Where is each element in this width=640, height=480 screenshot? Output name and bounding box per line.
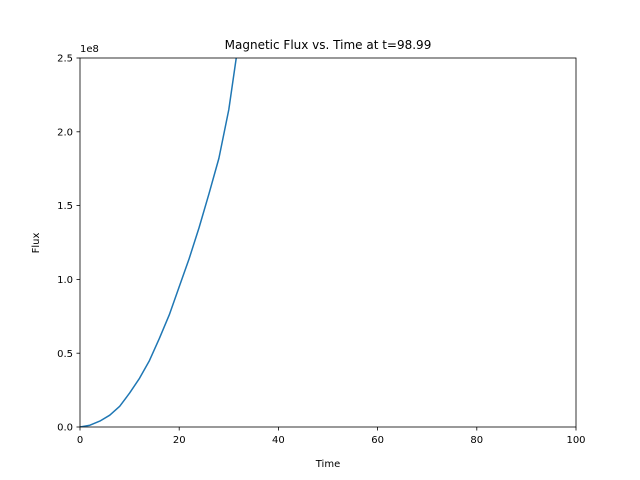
x-tick-label: 0 bbox=[77, 435, 83, 446]
x-tick-label: 40 bbox=[272, 435, 285, 446]
y-tick-label: 2.0 bbox=[57, 127, 73, 138]
axes-frame bbox=[79, 57, 577, 428]
chart-title: Magnetic Flux vs. Time at t=98.99 bbox=[225, 38, 432, 52]
y-axis-ticks: 0.0 0.5 1.0 1.5 2.0 2.5 bbox=[57, 54, 80, 434]
series-line-1 bbox=[80, 58, 237, 427]
y-tick-label: 1.0 bbox=[57, 275, 73, 286]
x-axis-ticks: 0 20 40 60 80 100 bbox=[77, 427, 586, 446]
x-axis-label: Time bbox=[315, 459, 340, 470]
y-axis-offset-text: 1e8 bbox=[80, 44, 99, 55]
x-tick-label: 60 bbox=[371, 435, 384, 446]
y-tick-label: 1.5 bbox=[57, 201, 73, 212]
y-tick-label: 2.5 bbox=[57, 54, 73, 65]
y-axis-label: Flux bbox=[31, 233, 42, 254]
x-tick-label: 20 bbox=[173, 435, 186, 446]
y-tick-label: 0.5 bbox=[57, 349, 73, 360]
x-tick-label: 100 bbox=[566, 435, 585, 446]
plot-area bbox=[79, 57, 577, 428]
y-tick-label: 0.0 bbox=[57, 423, 73, 434]
x-tick-label: 80 bbox=[470, 435, 483, 446]
